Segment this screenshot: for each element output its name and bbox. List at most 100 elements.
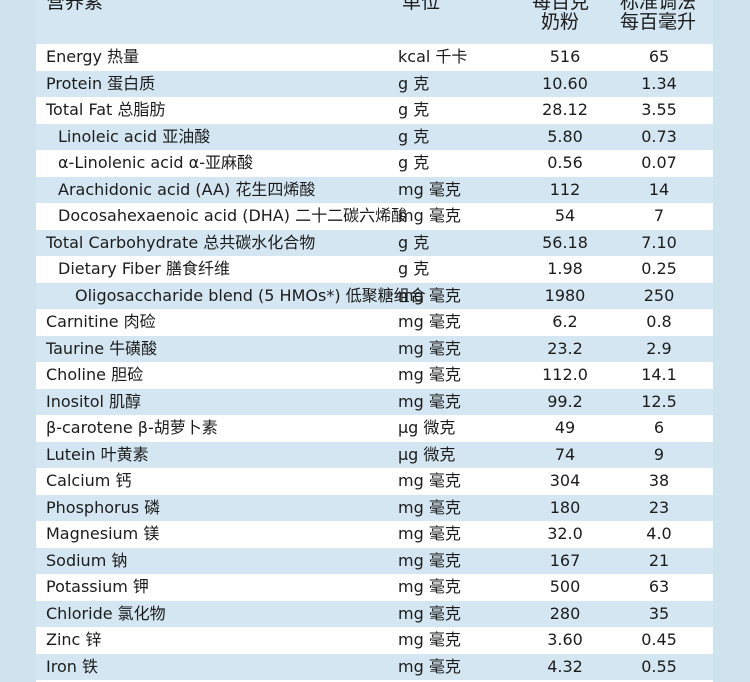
table-row: Protein 蛋白质 g 克 10.60 1.34: [36, 70, 713, 97]
value-per-100g: 180: [549, 497, 581, 517]
nutrient-unit: mg 毫克: [398, 206, 461, 225]
nutrient-unit: kcal 千卡: [398, 47, 468, 66]
nutrient-name: α-Linolenic acid α-亚麻酸: [58, 153, 253, 172]
nutrient-unit: mg 毫克: [398, 656, 461, 676]
nutrient-unit: mg 毫克: [398, 471, 461, 490]
nutrient-unit: g 克: [398, 153, 430, 172]
table-row: Arachidonic acid (AA) 花生四烯酸 mg 毫克 112 14: [36, 176, 713, 203]
value-per-100ml: 63: [648, 577, 670, 596]
nutrient-name: Inositol 肌醇: [46, 391, 142, 411]
value-per-100g: 280: [549, 603, 581, 623]
table-row: Zinc 锌 mg 毫克 3.60 0.45: [36, 627, 713, 654]
value-per-100g: 112: [549, 179, 581, 199]
value-per-100g: 500: [549, 577, 581, 596]
value-per-100ml: 14: [648, 179, 670, 199]
value-per-100g: 4.32: [547, 656, 583, 676]
value-per-100ml: 9: [653, 444, 665, 464]
value-per-100g: 516: [549, 47, 581, 66]
table-row: Dietary Fiber 膳食纤维 g 克 1.98 0.25: [36, 256, 713, 283]
header-per100g-line1: 每百克: [532, 0, 590, 13]
nutrient-name: Linoleic acid 亚油酸: [58, 126, 211, 146]
nutrient-name: β-carotene β-胡萝卜素: [46, 418, 218, 437]
table-row: Choline 胆硷 mg 毫克 112.0 14.1: [36, 362, 713, 389]
table-row: Total Fat 总脂肪 g 克 28.12 3.55: [36, 97, 713, 124]
nutrient-name: Dietary Fiber 膳食纤维: [58, 259, 230, 278]
nutrient-unit: mg 毫克: [398, 285, 461, 305]
nutrient-name: Total Carbohydrate 总共碳水化合物: [46, 232, 316, 252]
value-per-100ml: 0.45: [641, 630, 677, 649]
header-nutrient: 营养素: [46, 0, 104, 13]
value-per-100g: 5.80: [547, 126, 583, 146]
nutrient-unit: g 克: [398, 100, 430, 119]
nutrient-unit: mg 毫克: [398, 603, 461, 623]
nutrient-name: Oligosaccharide blend (5 HMOs*) 低聚糖组合: [75, 285, 426, 305]
header-per100ml-line1: 标准调法: [619, 0, 696, 13]
value-per-100ml: 0.8: [646, 312, 672, 331]
header-per100g-line2: 奶粉: [540, 11, 579, 33]
nutrient-unit: mg 毫克: [398, 577, 461, 596]
header-unit: 单位: [402, 0, 441, 13]
header-per100ml-line2: 每百毫升: [619, 11, 696, 33]
value-per-100ml: 7.10: [641, 232, 677, 252]
value-per-100ml: 2.9: [646, 338, 672, 358]
nutrient-name: Lutein 叶黄素: [46, 444, 149, 464]
table-row: Inositol 肌醇 mg 毫克 99.2 12.5: [36, 388, 713, 415]
value-per-100ml: 0.25: [641, 259, 677, 278]
nutrient-unit: g 克: [398, 259, 430, 278]
value-per-100ml: 6: [653, 418, 665, 437]
nutrient-unit: μg 微克: [398, 444, 456, 464]
value-per-100ml: 0.73: [641, 126, 677, 146]
table-row: Energy 热量 kcal 千卡 516 65: [36, 44, 713, 71]
value-per-100g: 0.56: [547, 153, 583, 172]
value-per-100g: 32.0: [547, 524, 583, 543]
table-row: Calcium 钙 mg 毫克 304 38: [36, 468, 713, 495]
value-per-100ml: 21: [648, 550, 670, 570]
value-per-100g: 1980: [544, 285, 586, 305]
table-row: Lutein 叶黄素 μg 微克 74 9: [36, 441, 713, 468]
value-per-100ml: 7: [653, 206, 665, 225]
nutrition-table: 营养素 单位 每百克 奶粉 标准调法 每百毫升 Energy 热量 kcal 千卡…: [36, 0, 713, 682]
value-per-100ml: 250: [643, 285, 675, 305]
value-per-100ml: 14.1: [641, 365, 677, 384]
nutrient-unit: mg 毫克: [398, 312, 461, 331]
table-header: 营养素 单位 每百克 奶粉 标准调法 每百毫升: [36, 0, 713, 44]
nutrient-unit: g 克: [398, 126, 430, 146]
value-per-100ml: 65: [648, 47, 670, 66]
table-row: Potassium 钾 mg 毫克 500 63: [36, 574, 713, 601]
nutrient-unit: mg 毫克: [398, 630, 461, 649]
nutrient-name: Carnitine 肉硷: [46, 312, 156, 331]
value-per-100g: 54: [554, 206, 576, 225]
nutrient-name: Magnesium 镁: [46, 524, 160, 543]
value-per-100g: 74: [554, 444, 576, 464]
value-per-100g: 23.2: [547, 338, 583, 358]
value-per-100ml: 1.34: [641, 73, 677, 93]
nutrient-unit: mg 毫克: [398, 338, 461, 358]
value-per-100ml: 3.55: [641, 100, 677, 119]
value-per-100g: 49: [554, 418, 576, 437]
nutrient-name: Protein 蛋白质: [46, 73, 156, 93]
nutrient-name: Total Fat 总脂肪: [46, 100, 166, 119]
nutrient-unit: g 克: [398, 73, 430, 93]
table-row: Carnitine 肉硷 mg 毫克 6.2 0.8: [36, 309, 713, 336]
value-per-100g: 3.60: [547, 630, 583, 649]
table-row: Linoleic acid 亚油酸 g 克 5.80 0.73: [36, 123, 713, 150]
nutrient-name: Zinc 锌: [46, 630, 102, 649]
value-per-100ml: 12.5: [641, 391, 677, 411]
nutrient-unit: mg 毫克: [398, 497, 461, 517]
nutrient-name: Choline 胆硷: [46, 365, 144, 384]
table-row: Magnesium 镁 mg 毫克 32.0 4.0: [36, 521, 713, 548]
nutrient-unit: mg 毫克: [398, 365, 461, 384]
nutrient-name: Sodium 钠: [46, 550, 128, 570]
value-per-100g: 112.0: [542, 365, 588, 384]
nutrient-unit: mg 毫克: [398, 524, 461, 543]
nutrient-name: Calcium 钙: [46, 471, 132, 490]
value-per-100g: 304: [549, 471, 581, 490]
value-per-100g: 28.12: [542, 100, 588, 119]
table-body: Energy 热量 kcal 千卡 516 65 Protein 蛋白质 g 克 10.60…: [36, 44, 713, 680]
nutrient-unit: mg 毫克: [398, 550, 461, 570]
value-per-100ml: 35: [648, 603, 670, 623]
nutrient-name: Arachidonic acid (AA) 花生四烯酸: [58, 179, 316, 199]
value-per-100g: 167: [549, 550, 581, 570]
value-per-100g: 10.60: [542, 73, 588, 93]
